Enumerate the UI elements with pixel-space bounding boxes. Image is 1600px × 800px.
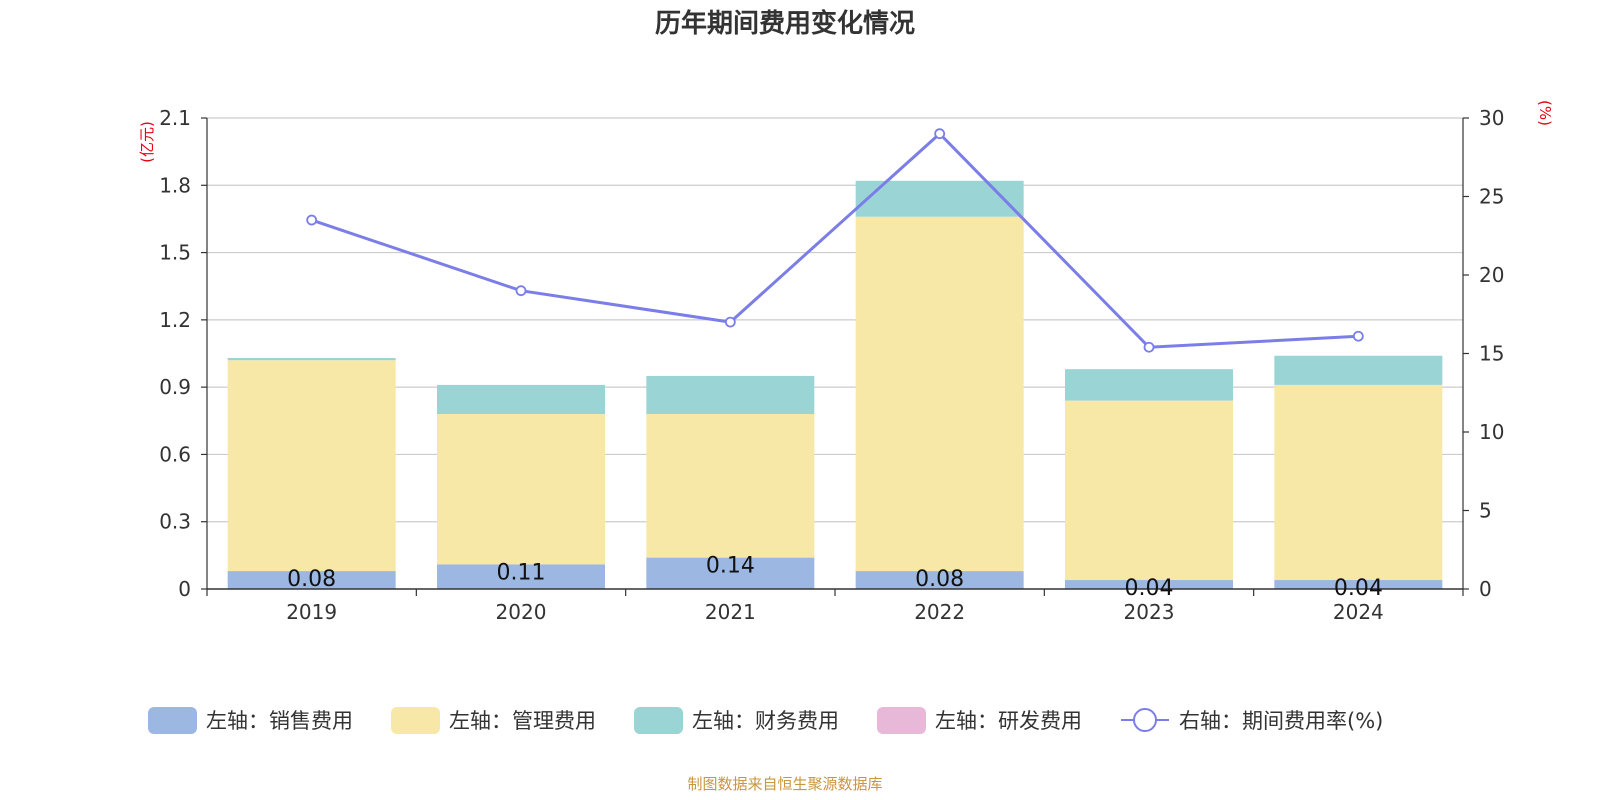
expense-rate-line bbox=[311, 131, 1359, 349]
legend-swatch-0 bbox=[148, 707, 197, 734]
left-axis-tick-label: 1.5 bbox=[159, 241, 191, 265]
bar-segment-2022-s2 bbox=[855, 180, 1024, 217]
left-axis-tick-label: 0 bbox=[178, 577, 191, 601]
bar-segment-2021-s0 bbox=[646, 557, 815, 589]
bar-segment-2020-s1 bbox=[437, 414, 605, 565]
bar-segment-2020-s0 bbox=[437, 564, 605, 589]
bar-data-label: 0.04 bbox=[1125, 576, 1174, 601]
bar-data-label: 0.08 bbox=[287, 567, 336, 592]
bar-segment-2023-s0 bbox=[1065, 580, 1233, 589]
right-axis-tick-label: 10 bbox=[1479, 420, 1504, 444]
x-axis-tick-label: 2021 bbox=[705, 600, 756, 624]
left-axis-tick-label: 0.3 bbox=[159, 510, 191, 534]
expense-rate-point bbox=[1352, 330, 1364, 342]
left-axis-tick-label: 1.8 bbox=[159, 173, 191, 197]
right-axis-unit: (%) bbox=[1536, 100, 1554, 126]
expense-rate-point bbox=[515, 285, 527, 297]
legend-label-line: 右轴：期间费用率(%) bbox=[1179, 709, 1383, 733]
bar-segment-2024-s0 bbox=[1274, 580, 1443, 589]
expense-rate-point bbox=[1143, 341, 1155, 353]
legend-label-1: 左轴：管理费用 bbox=[449, 709, 596, 733]
x-axis-tick-label: 2024 bbox=[1333, 600, 1384, 624]
legend-label-0: 左轴：销售费用 bbox=[206, 709, 353, 733]
right-axis-tick-label: 30 bbox=[1479, 106, 1504, 130]
bar-segment-2024-s1 bbox=[1274, 384, 1443, 581]
bar-data-label: 0.11 bbox=[497, 560, 546, 585]
expense-rate-point bbox=[724, 316, 736, 328]
bar-segment-2019-s1 bbox=[227, 360, 396, 572]
legend-swatch-2 bbox=[634, 707, 683, 734]
left-axis-tick-label: 0.6 bbox=[159, 442, 191, 466]
bar-segment-2021-s2 bbox=[646, 375, 815, 415]
bar-segment-2024-s2 bbox=[1274, 355, 1443, 385]
bar-data-label: 0.04 bbox=[1334, 576, 1383, 601]
right-axis-tick-label: 25 bbox=[1479, 185, 1504, 209]
right-axis-tick-label: 20 bbox=[1479, 263, 1504, 287]
bar-segment-2020-s2 bbox=[437, 384, 605, 415]
right-axis-tick-label: 5 bbox=[1479, 499, 1492, 523]
legend-swatch-3 bbox=[877, 707, 926, 734]
bar-segment-2023-s2 bbox=[1065, 369, 1233, 401]
bar-segment-2023-s1 bbox=[1065, 400, 1233, 581]
bar-segment-2019-s0 bbox=[227, 571, 396, 589]
bar-segment-2019-s2 bbox=[227, 357, 396, 361]
right-axis-tick-label: 15 bbox=[1479, 342, 1504, 366]
bar-data-label: 0.08 bbox=[915, 567, 964, 592]
chart-title: 历年期间费用变化情况 bbox=[655, 8, 915, 39]
left-axis-tick-label: 2.1 bbox=[159, 106, 191, 130]
x-axis-tick-label: 2022 bbox=[914, 600, 965, 624]
legend-label-2: 左轴：财务费用 bbox=[692, 709, 839, 733]
bar-segment-2022-s1 bbox=[855, 216, 1024, 572]
bar-segment-2021-s1 bbox=[646, 414, 815, 558]
legend-label-3: 左轴：研发费用 bbox=[935, 709, 1082, 733]
bar-data-label: 0.14 bbox=[706, 554, 755, 579]
legend-swatch-1 bbox=[391, 707, 440, 734]
left-axis-tick-label: 1.2 bbox=[159, 308, 191, 332]
x-axis-tick-label: 2023 bbox=[1124, 600, 1175, 624]
expense-rate-point bbox=[306, 214, 318, 226]
expense-rate-point bbox=[934, 128, 946, 140]
legend-line-marker bbox=[1133, 708, 1157, 732]
left-axis-tick-label: 0.9 bbox=[159, 375, 191, 399]
source-note: 制图数据来自恒生聚源数据库 bbox=[687, 775, 882, 793]
bar-segment-2022-s0 bbox=[855, 571, 1024, 589]
x-axis-tick-label: 2020 bbox=[496, 600, 547, 624]
x-axis-tick-label: 2019 bbox=[286, 600, 337, 624]
left-axis-unit: (亿元) bbox=[138, 121, 156, 163]
right-axis-tick-label: 0 bbox=[1479, 577, 1492, 601]
